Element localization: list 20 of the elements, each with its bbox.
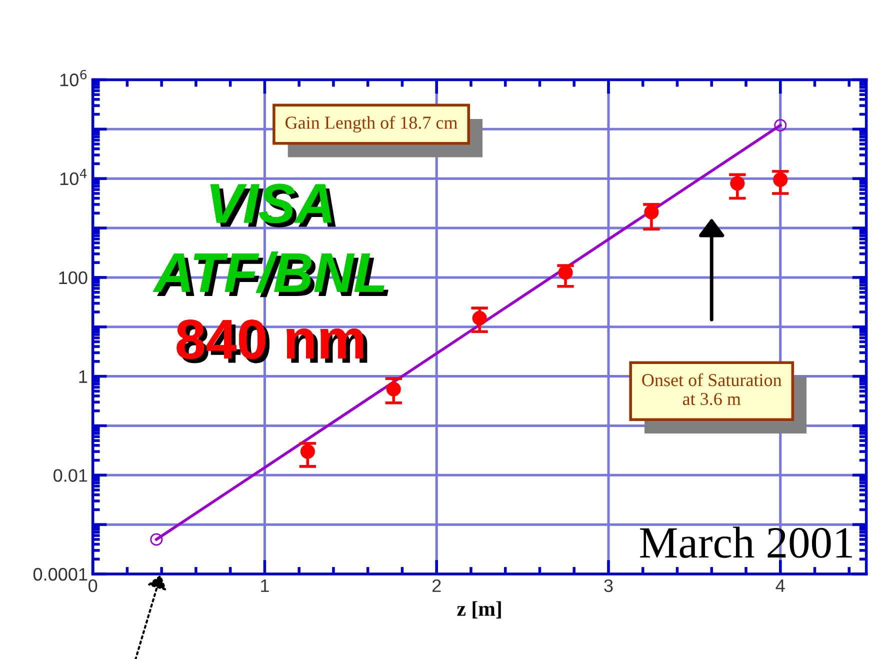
y-tick-label: 10$^{6}$: [60, 70, 87, 86]
annotation: VISA: [210, 184, 336, 228]
point: [150, 533, 163, 546]
x-axis-title: z [m]: [457, 601, 501, 618]
annotation: 840 nm: [176, 320, 368, 364]
x-tick-label: 4: [776, 580, 785, 592]
y-tick-label: 0.01: [54, 469, 88, 482]
annotation: ATF/BNL: [152, 252, 388, 298]
annotation: March 2001: [640, 526, 852, 558]
y-tick-label: 1: [79, 370, 88, 383]
point: [774, 119, 787, 132]
annotation: Onset of Saturation at 3.6 m: [642, 373, 782, 406]
x-tick-label: 1: [261, 580, 269, 592]
y-tick-label: 0.0001: [33, 568, 88, 581]
x-tick-label: 0: [88, 579, 98, 592]
y-tick-label: 100: [59, 271, 88, 284]
annotation: Gain Length of 18.7 cm: [286, 116, 458, 133]
x-tick-label: 3: [604, 579, 613, 592]
y-tick-label: 10$^{4}$: [60, 168, 87, 186]
x-tick-label: 2: [432, 579, 441, 592]
